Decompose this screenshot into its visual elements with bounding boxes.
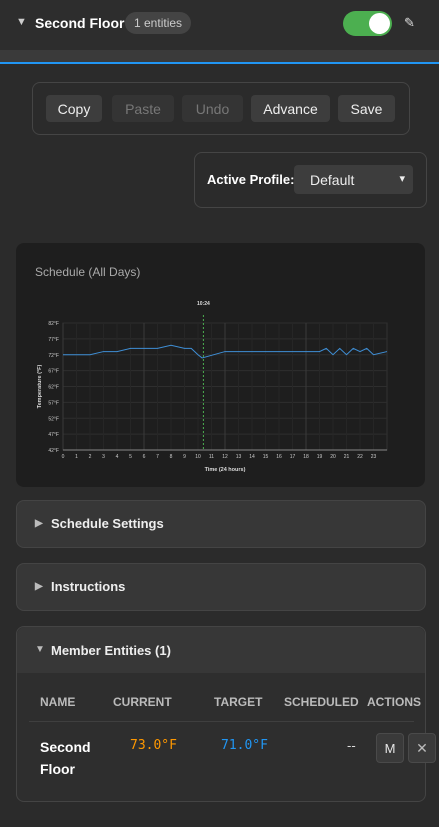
- profile-label: Active Profile:: [207, 172, 295, 187]
- x-tick-label: 14: [249, 454, 255, 460]
- copy-button[interactable]: Copy: [46, 95, 102, 122]
- x-tick-label: 1: [75, 454, 78, 460]
- chart-card: Schedule (All Days) 42°F 47°F 52°F 57°F 62°F…: [16, 243, 425, 487]
- y-tick-label: 47°F: [48, 432, 59, 438]
- remove-button[interactable]: ✕: [408, 733, 436, 763]
- x-tick-label: 15: [263, 454, 269, 460]
- title: Second Floor: [35, 15, 125, 31]
- accent-line: [0, 62, 439, 64]
- y-tick-label: 52°F: [48, 416, 59, 422]
- x-tick-label: 9: [183, 454, 186, 460]
- section-title: Member Entities (1): [51, 643, 171, 658]
- x-tick-label: 20: [330, 454, 336, 460]
- undo-button[interactable]: Undo: [182, 95, 243, 122]
- target-temp: 71.0°F: [221, 738, 268, 753]
- profile-value: Default: [310, 172, 355, 188]
- now-label: 10:24: [197, 301, 210, 307]
- x-tick-label: 8: [170, 454, 173, 460]
- col-header: ACTIONS: [367, 695, 421, 709]
- x-tick-label: 0: [62, 454, 65, 460]
- y-tick-label: 67°F: [48, 369, 59, 375]
- col-header: TARGET: [214, 695, 263, 709]
- divider: [0, 50, 439, 62]
- x-tick-label: 10: [195, 454, 201, 460]
- collapse-icon[interactable]: ▼: [16, 16, 27, 28]
- toolbar: Copy Paste Undo Advance Save: [32, 82, 410, 135]
- x-tick-label: 23: [371, 454, 377, 460]
- section-title: Instructions: [51, 579, 126, 594]
- mode-button[interactable]: M: [376, 733, 404, 763]
- profile-select[interactable]: Default ▾: [294, 165, 413, 194]
- x-tick-label: 7: [156, 454, 159, 460]
- section-title: Schedule Settings: [51, 516, 164, 531]
- x-axis-label: Time (24 hours): [205, 467, 246, 473]
- y-tick-label: 82°F: [48, 321, 59, 327]
- x-tick-label: 4: [116, 454, 119, 460]
- save-button[interactable]: Save: [338, 95, 395, 122]
- x-tick-label: 6: [143, 454, 146, 460]
- x-tick-label: 11: [209, 454, 214, 460]
- advance-button[interactable]: Advance: [251, 95, 330, 122]
- x-tick-label: 22: [357, 454, 363, 460]
- x-tick-label: 5: [129, 454, 132, 460]
- instructions[interactable]: ▶ Instructions: [16, 563, 426, 611]
- col-header: NAME: [40, 695, 76, 709]
- y-tick-label: 77°F: [48, 337, 59, 343]
- y-tick-label: 42°F: [48, 448, 59, 454]
- schedule-settings[interactable]: ▶ Schedule Settings: [16, 500, 426, 548]
- chart-title: Schedule (All Days): [35, 265, 141, 279]
- x-tick-label: 16: [276, 454, 282, 460]
- chart: 42°F47°F52°F57°F62°F67°F72°F77°F82°F0 1 2 3…: [37, 301, 388, 473]
- x-tick-label: 3: [102, 454, 105, 460]
- toggle[interactable]: [343, 11, 392, 36]
- members-header[interactable]: ▼ Member Entities (1): [17, 627, 425, 673]
- profile-box: Active Profile: Default ▾: [194, 152, 427, 208]
- badge: 1 entities: [125, 12, 192, 34]
- series-line: [63, 344, 388, 359]
- scheduled: --: [347, 738, 356, 753]
- col-header: CURRENT: [113, 695, 172, 709]
- y-axis-label: Temperature (°F): [37, 365, 43, 409]
- members-panel: ▼ Member Entities (1): [16, 626, 426, 802]
- paste-button[interactable]: Paste: [112, 95, 174, 122]
- x-tick-label: 18: [303, 454, 309, 460]
- row-divider: [29, 721, 414, 722]
- member-name: Second Floor: [40, 739, 91, 777]
- x-tick-label: 13: [236, 454, 242, 460]
- x-tick-label: 12: [222, 454, 228, 460]
- edit-icon[interactable]: ✎: [404, 15, 415, 30]
- current-temp: 73.0°F: [130, 738, 177, 753]
- y-tick-label: 72°F: [48, 353, 59, 359]
- col-header: SCHEDULED: [284, 695, 359, 709]
- x-tick-label: 17: [290, 454, 296, 460]
- x-tick-label: 2: [89, 454, 92, 460]
- header: ▼ Second Floor 1 entities ✎: [0, 0, 439, 50]
- x-tick-label: 19: [317, 454, 323, 460]
- x-tick-label: 21: [344, 454, 350, 460]
- y-tick-label: 62°F: [48, 385, 59, 391]
- y-tick-label: 57°F: [48, 400, 59, 406]
